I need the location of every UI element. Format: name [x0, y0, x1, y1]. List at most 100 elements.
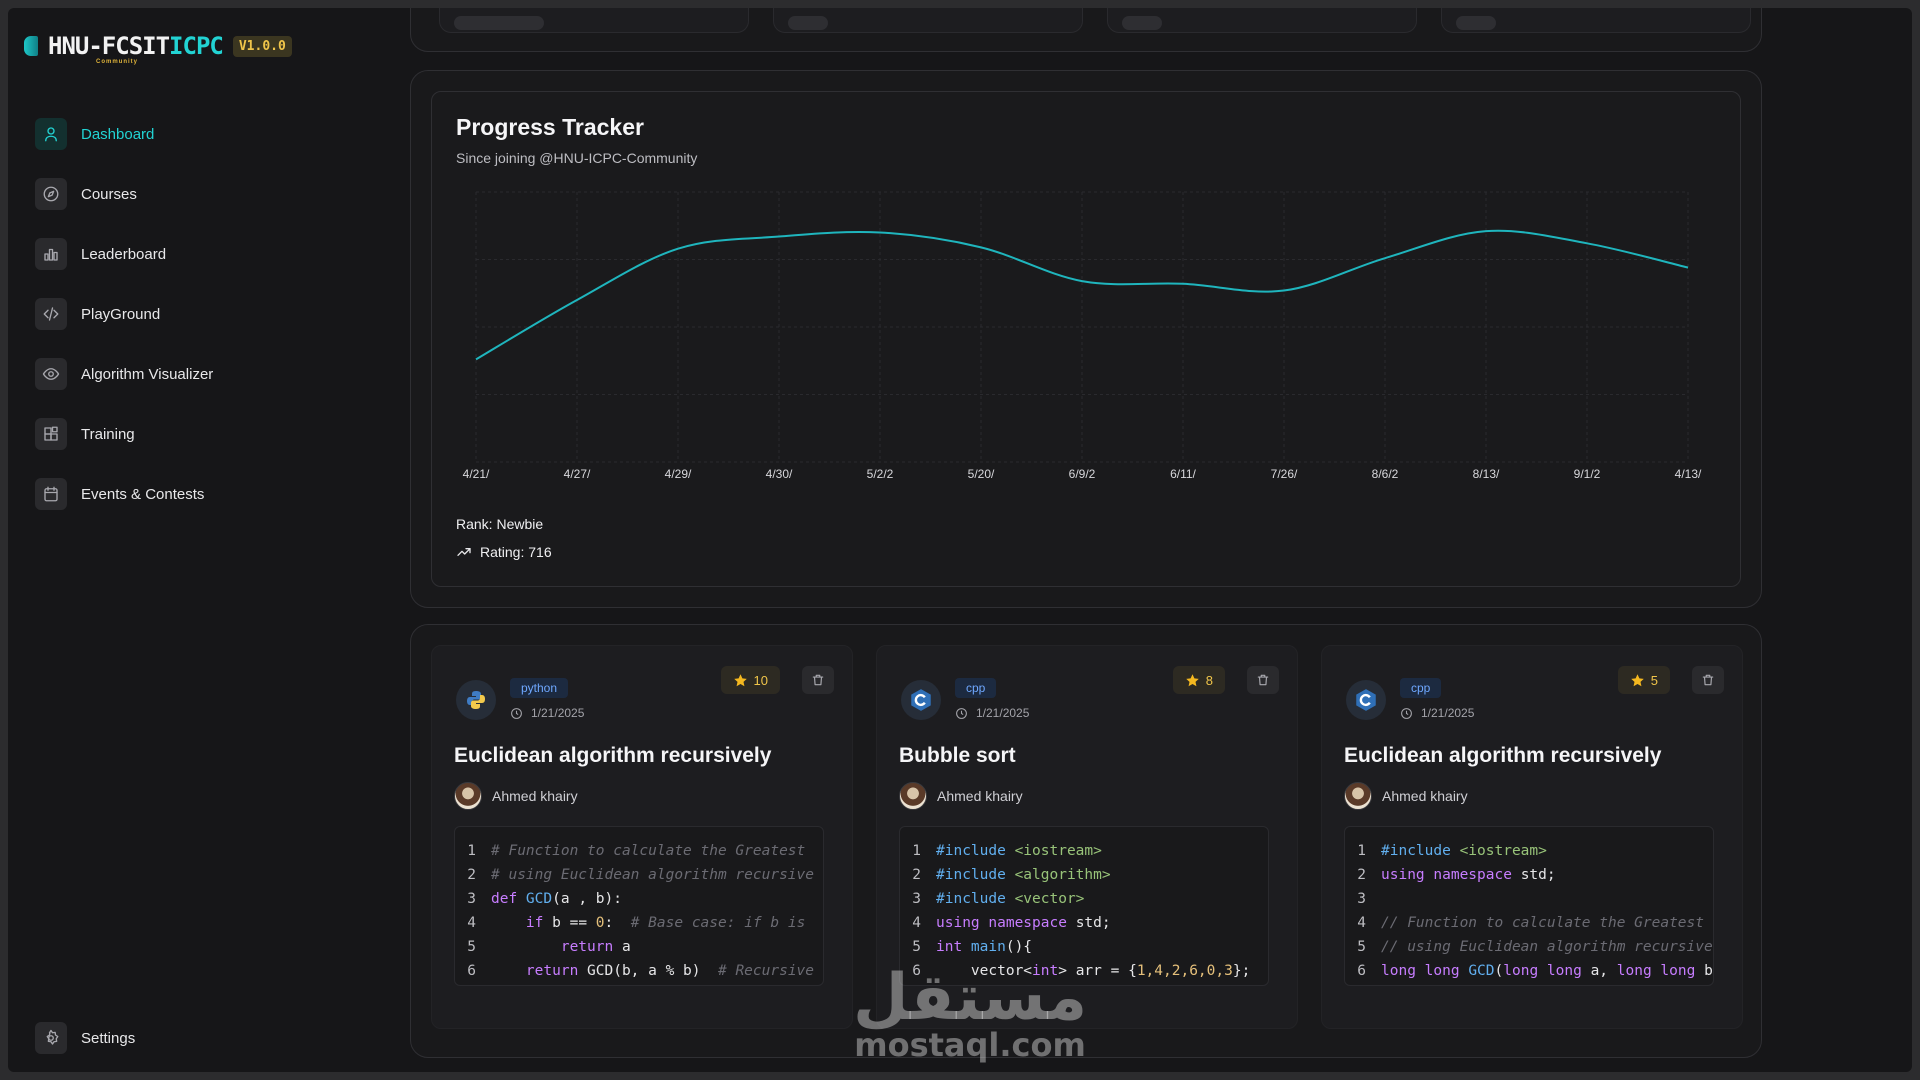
- date-text: 1/21/2025: [531, 706, 585, 720]
- delete-button[interactable]: [1692, 666, 1724, 694]
- watermark-arabic: مستقل: [853, 961, 1088, 1035]
- snippet-title[interactable]: Euclidean algorithm recursively: [1344, 744, 1662, 767]
- stat-card: [773, 8, 1083, 33]
- sidebar-item-dashboard[interactable]: Dashboard: [35, 118, 365, 150]
- progress-tracker-card: Progress Tracker Since joining @HNU-ICPC…: [431, 91, 1741, 587]
- code-line: 1 # Function to calculate the Greatest: [455, 839, 823, 863]
- x-tick-label: 6/11/: [1170, 467, 1196, 481]
- star-button[interactable]: 5: [1617, 666, 1670, 694]
- sidebar-item-playground[interactable]: PlayGround: [35, 298, 365, 330]
- code-line: 6 long long GCD(long long a, long long b: [1345, 959, 1713, 983]
- code-line: 3: [1345, 887, 1713, 911]
- snippet-author: Ahmed khairy: [899, 782, 1023, 810]
- compass-icon: [35, 178, 67, 210]
- blocks-icon: [35, 418, 67, 450]
- line-number: 2: [912, 867, 921, 883]
- progress-chart[interactable]: 4/21/4/27/4/29/4/30/5/2/2 5/20/6/9/2 6/11/…: [432, 92, 1742, 502]
- sidebar-item-label: Events & Contests: [81, 485, 205, 503]
- code-token: long long: [1503, 963, 1591, 979]
- author-name: Ahmed khairy: [1382, 788, 1468, 804]
- app-logo[interactable]: HNU-FCSITICPC Community V1.0.0: [24, 32, 292, 65]
- stat-card: [439, 8, 749, 33]
- x-tick-label: 5/2/2: [867, 467, 894, 481]
- clock-icon: [511, 707, 522, 719]
- line-number: 1: [467, 843, 476, 859]
- stat-placeholder: [454, 16, 544, 30]
- star-button[interactable]: 10: [720, 666, 780, 694]
- settings-label: Settings: [81, 1029, 136, 1047]
- watermark-latin: mostaql.com: [854, 1026, 1086, 1064]
- code-token: # using Euclidean algorithm recursive: [491, 867, 815, 883]
- avatar: [454, 782, 482, 810]
- progress-panel: Progress Tracker Since joining @HNU-ICPC…: [410, 70, 1762, 608]
- sidebar-item-settings[interactable]: Settings: [35, 1022, 135, 1054]
- code-line: 4 using namespace std;: [900, 911, 1268, 935]
- star-count: 5: [1650, 672, 1658, 688]
- line-number: 5: [467, 939, 476, 955]
- code-preview[interactable]: 1 #include <iostream> 2 using namespace std…: [1344, 826, 1714, 986]
- sidebar-item-algorithm-visualizer[interactable]: Algorithm Visualizer: [35, 358, 365, 390]
- code-token: 1,4,2,6,0,3: [1136, 963, 1233, 979]
- code-token: #include: [936, 843, 1015, 859]
- code-token: std;: [1075, 915, 1111, 931]
- code-line: 1 #include <iostream>: [1345, 839, 1713, 863]
- snippet-date: 1/21/2025: [510, 706, 584, 720]
- trending-up-icon: [457, 548, 471, 556]
- user-icon: [35, 118, 67, 150]
- code-token: :: [604, 915, 631, 931]
- star-icon: [1186, 673, 1199, 686]
- language-badge: python: [510, 678, 569, 698]
- line-number: 1: [912, 843, 921, 859]
- code-preview[interactable]: 1 # Function to calculate the Greatest 2 # …: [454, 826, 824, 986]
- rating-text: Rating: 716: [480, 544, 552, 560]
- snippet-title[interactable]: Bubble sort: [899, 744, 1016, 767]
- code-line: 3 #include <vector>: [900, 887, 1268, 911]
- code-token: GCD: [1468, 963, 1495, 979]
- sidebar-item-leaderboard[interactable]: Leaderboard: [35, 238, 365, 270]
- x-tick-label: 9/1/2: [1574, 467, 1601, 481]
- code-token: [491, 935, 561, 959]
- code-token: [491, 959, 526, 983]
- line-number: 4: [467, 915, 476, 931]
- sidebar-item-label: Training: [81, 425, 135, 443]
- code-token: <iostream>: [1014, 843, 1102, 859]
- code-token: 0: [595, 915, 605, 931]
- snippet-date: 1/21/2025: [955, 706, 1029, 720]
- rating-row: Rating: 716: [456, 544, 552, 560]
- code-token: b ==: [552, 915, 596, 931]
- code-preview[interactable]: 1 #include <iostream> 2 #include <algorithm…: [899, 826, 1269, 986]
- line-number: 2: [1357, 867, 1366, 883]
- snippet-card[interactable]: python 1/21/2025 10 Euclidean algorithm …: [431, 645, 853, 1029]
- gear-icon: [35, 1022, 67, 1054]
- x-tick-label: 8/13/: [1473, 467, 1500, 481]
- logo-text: HNU-FCSITICPC: [48, 32, 224, 60]
- sidebar-item-training[interactable]: Training: [35, 418, 365, 450]
- star-count: 10: [753, 672, 768, 688]
- clock-icon: [956, 707, 967, 719]
- delete-button[interactable]: [802, 666, 834, 694]
- code-token: // using Euclidean algorithm recursive: [1381, 939, 1713, 955]
- sidebar-item-events-contests[interactable]: Events & Contests: [35, 478, 365, 510]
- x-tick-label: 4/29/: [665, 467, 692, 481]
- snippet-card[interactable]: cpp 1/21/2025 8 Bubble sort Ahmed khairy…: [876, 645, 1298, 1029]
- sidebar-item-label: Dashboard: [81, 125, 155, 143]
- code-token: using: [1381, 867, 1434, 883]
- version-badge: V1.0.0: [232, 35, 292, 57]
- star-button[interactable]: 8: [1172, 666, 1225, 694]
- language-badge: cpp: [1400, 678, 1442, 698]
- code-token: <vector>: [1014, 891, 1085, 907]
- code-token: main: [970, 939, 1006, 955]
- delete-button[interactable]: [1247, 666, 1279, 694]
- sidebar-item-courses[interactable]: Courses: [35, 178, 365, 210]
- stat-placeholder: [788, 16, 828, 30]
- code-line: 2 #include <algorithm>: [900, 863, 1268, 887]
- line-number: 6: [1357, 963, 1366, 979]
- stat-card: [1107, 8, 1417, 33]
- snippet-title[interactable]: Euclidean algorithm recursively: [454, 744, 772, 767]
- code-token: // Function to calculate the Greatest: [1381, 915, 1705, 931]
- sidebar-item-label: Algorithm Visualizer: [81, 365, 214, 383]
- bar-chart-icon: [35, 238, 67, 270]
- snippet-card[interactable]: cpp 1/21/2025 5 Euclidean algorithm recu…: [1321, 645, 1743, 1029]
- x-tick-label: 4/30/: [766, 467, 793, 481]
- code-line: 1 #include <iostream>: [900, 839, 1268, 863]
